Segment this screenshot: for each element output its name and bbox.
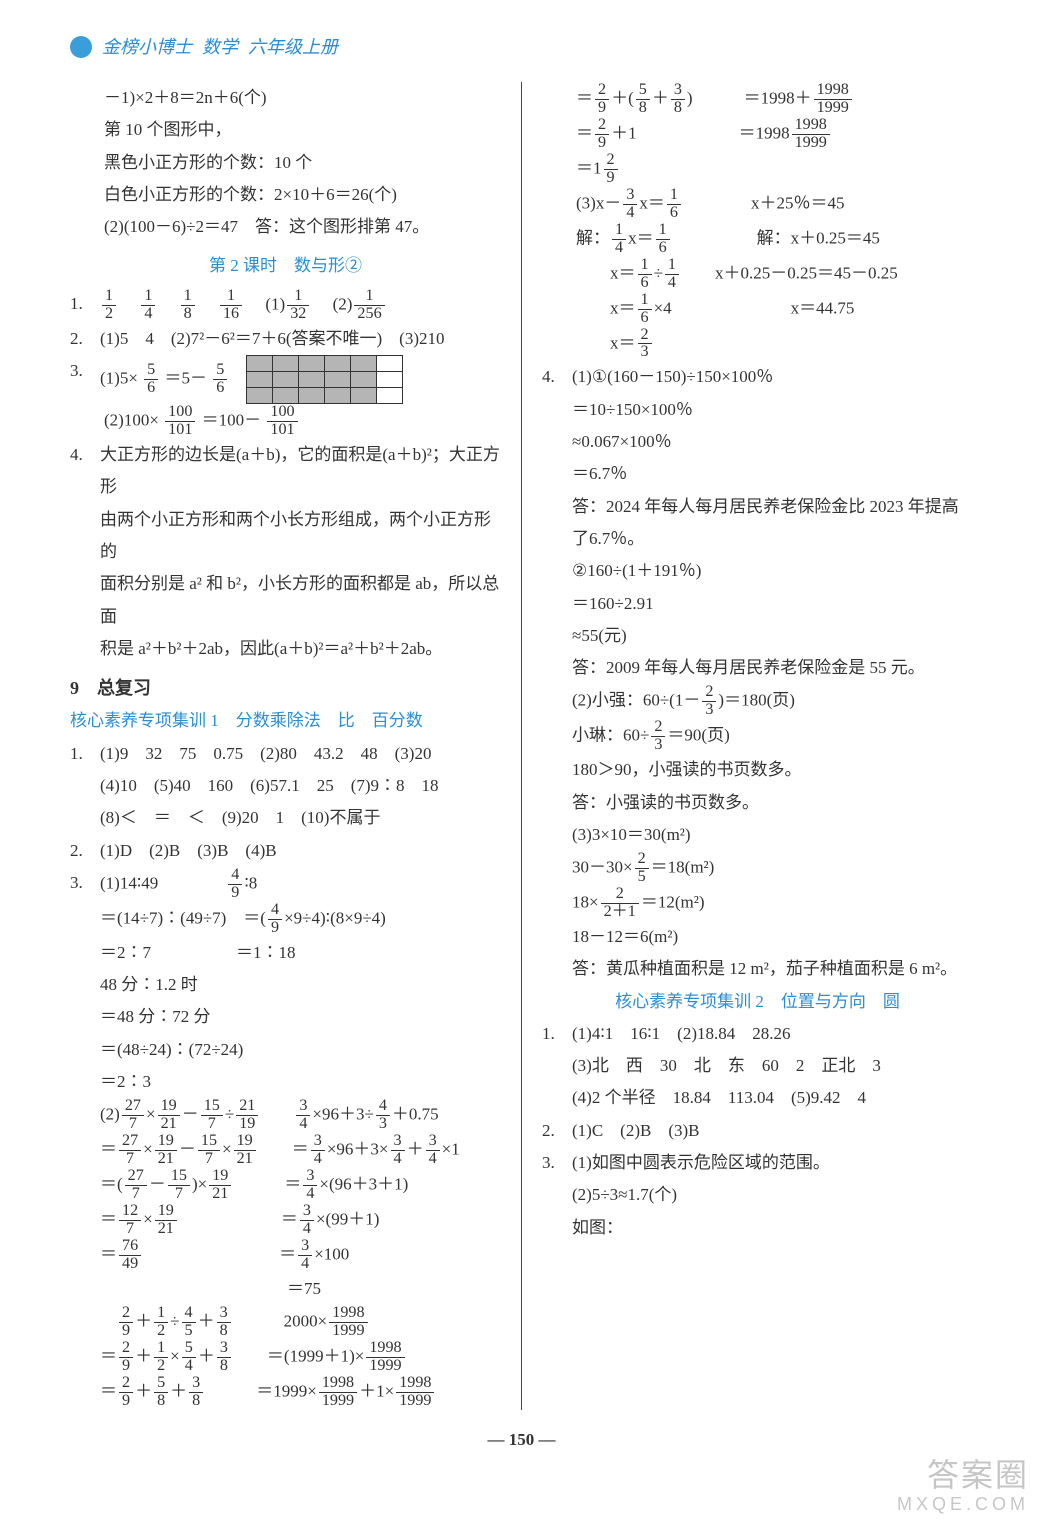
logo-icon bbox=[70, 36, 92, 58]
text-line: (3)x－34x＝16 x＋25％＝45 bbox=[542, 187, 973, 222]
question-2: 2. (1)5 4 (2)7²－6²＝7＋6(答案不唯一) (3)210 bbox=[70, 323, 501, 355]
text-line: 黑色小正方形的个数：10 个 bbox=[70, 147, 501, 179]
page-header: 金榜小博士 数学 六年级上册 bbox=[70, 30, 973, 64]
training-title: 核心素养专项集训 1 分数乘除法 比 百分数 bbox=[70, 705, 501, 737]
question-3: 3. (1)5× 56 ＝5－ 56 bbox=[70, 355, 501, 404]
left-column: －1)×2＋8＝2n＋6(个) 第 10 个图形中， 黑色小正方形的个数：10 … bbox=[70, 82, 522, 1409]
train2-q2: 2. (1)C (2)B (3)B bbox=[542, 1115, 973, 1147]
training-title-2: 核心素养专项集训 2 位置与方向 圆 bbox=[542, 986, 973, 1018]
content-columns: －1)×2＋8＝2n＋6(个) 第 10 个图形中， 黑色小正方形的个数：10 … bbox=[70, 82, 973, 1409]
lesson-title: 第 2 课时 数与形② bbox=[70, 250, 501, 282]
question-4: 4. 大正方形的边长是(a＋b)，它的面积是(a＋b)²；大正方形 由两个小正方… bbox=[70, 439, 501, 665]
train2-q3: 3. (1)如图中圆表示危险区域的范围。 (2)5÷3≈1.7(个) 如图： bbox=[542, 1147, 973, 1244]
watermark-line1: 答案圈 bbox=[897, 1456, 1029, 1494]
text-line: 解：14x＝16 解：x＋0.25＝45 bbox=[542, 222, 973, 257]
right-column: ＝29＋(58＋38) ＝1998＋19981999 ＝29＋1 ＝199819… bbox=[522, 82, 973, 1409]
train2-q1: 1. (1)4∶1 16∶1 (2)18.84 28.26 (3)北 西 30 … bbox=[542, 1018, 973, 1115]
watermark-line2: MXQE.COM bbox=[897, 1494, 1029, 1516]
question-1: 1. 12 14 18 116 (1)132 (2)1256 bbox=[70, 288, 501, 323]
text-line: 白色小正方形的个数：2×10＋6＝26(个) bbox=[70, 179, 501, 211]
header-subject: 数学 bbox=[202, 30, 238, 64]
text-line: (2)100× 100101 ＝100－ 100101 bbox=[70, 404, 501, 439]
text-line: ＝29＋1 ＝199819981999 bbox=[542, 117, 973, 152]
text-line: x＝16×4 x＝44.75 bbox=[542, 292, 973, 327]
review-q2: 2. (1)D (2)B (3)B (4)B bbox=[70, 835, 501, 867]
review-q1: 1. (1)9 32 75 0.75 (2)80 43.2 48 (3)20 (… bbox=[70, 738, 501, 835]
text-line: x＝16÷14 x＋0.25－0.25＝45－0.25 bbox=[542, 257, 973, 292]
text-line: －1)×2＋8＝2n＋6(个) bbox=[70, 82, 501, 114]
text-line: 第 10 个图形中， bbox=[70, 114, 501, 146]
watermark: 答案圈 MXQE.COM bbox=[897, 1456, 1029, 1516]
text-line: ＝29＋(58＋38) ＝1998＋19981999 bbox=[542, 82, 973, 117]
header-brand: 金榜小博士 bbox=[102, 30, 192, 64]
text-line: (2)(100－6)÷2＝47 答：这个图形排第 47。 bbox=[70, 211, 501, 243]
text-line: ＝129 bbox=[542, 152, 973, 187]
header-grade: 六年级上册 bbox=[248, 30, 338, 64]
grid-diagram bbox=[246, 355, 403, 404]
right-q4: 4. (1)①(160－150)÷150×100％ ＝10÷150×100％ ≈… bbox=[542, 361, 973, 985]
review-q3: 3. (1)14∶49 49∶8 ＝(14÷7)∶(49÷7) ＝(49×9÷4… bbox=[70, 867, 501, 1410]
text-line: x＝23 bbox=[542, 327, 973, 362]
chapter-heading: 9 总复习 bbox=[70, 671, 501, 705]
page-number: — 150 — bbox=[70, 1424, 973, 1456]
